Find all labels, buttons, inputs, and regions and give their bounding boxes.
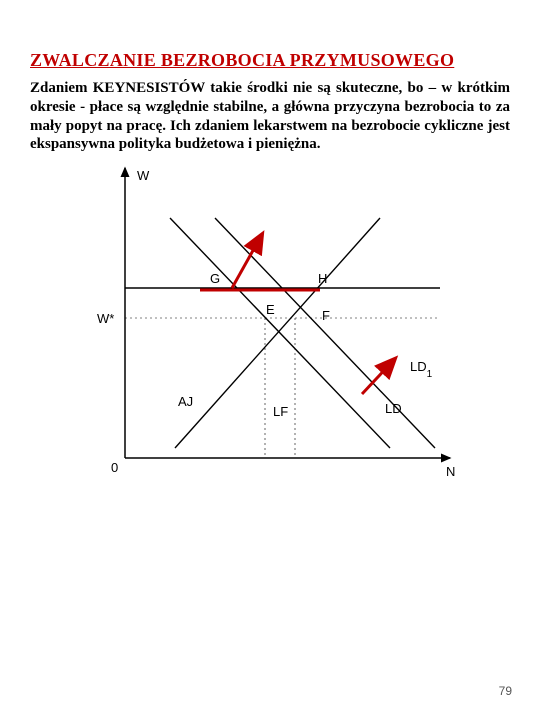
svg-text:LF: LF	[273, 404, 288, 419]
svg-text:F: F	[322, 308, 330, 323]
svg-text:W: W	[137, 168, 150, 183]
svg-text:LD: LD	[385, 401, 402, 416]
svg-text:G: G	[210, 271, 220, 286]
svg-text:H: H	[318, 271, 327, 286]
svg-text:LD1: LD1	[410, 359, 433, 380]
body-text: Zdaniem KEYNESISTÓW takie środki nie są …	[30, 79, 510, 154]
svg-text:E: E	[266, 302, 275, 317]
svg-text:N: N	[446, 464, 455, 479]
chart-svg: W N 0 W* AJ LD LD1 G H E F LF	[70, 158, 470, 498]
svg-text:W*: W*	[97, 311, 114, 326]
svg-text:AJ: AJ	[178, 394, 193, 409]
labor-market-diagram: W N 0 W* AJ LD LD1 G H E F LF	[70, 158, 470, 498]
page-number: 79	[499, 684, 512, 698]
svg-text:0: 0	[111, 460, 118, 475]
page-title: ZWALCZANIE BEZROBOCIA PRZYMUSOWEGO	[30, 50, 510, 71]
